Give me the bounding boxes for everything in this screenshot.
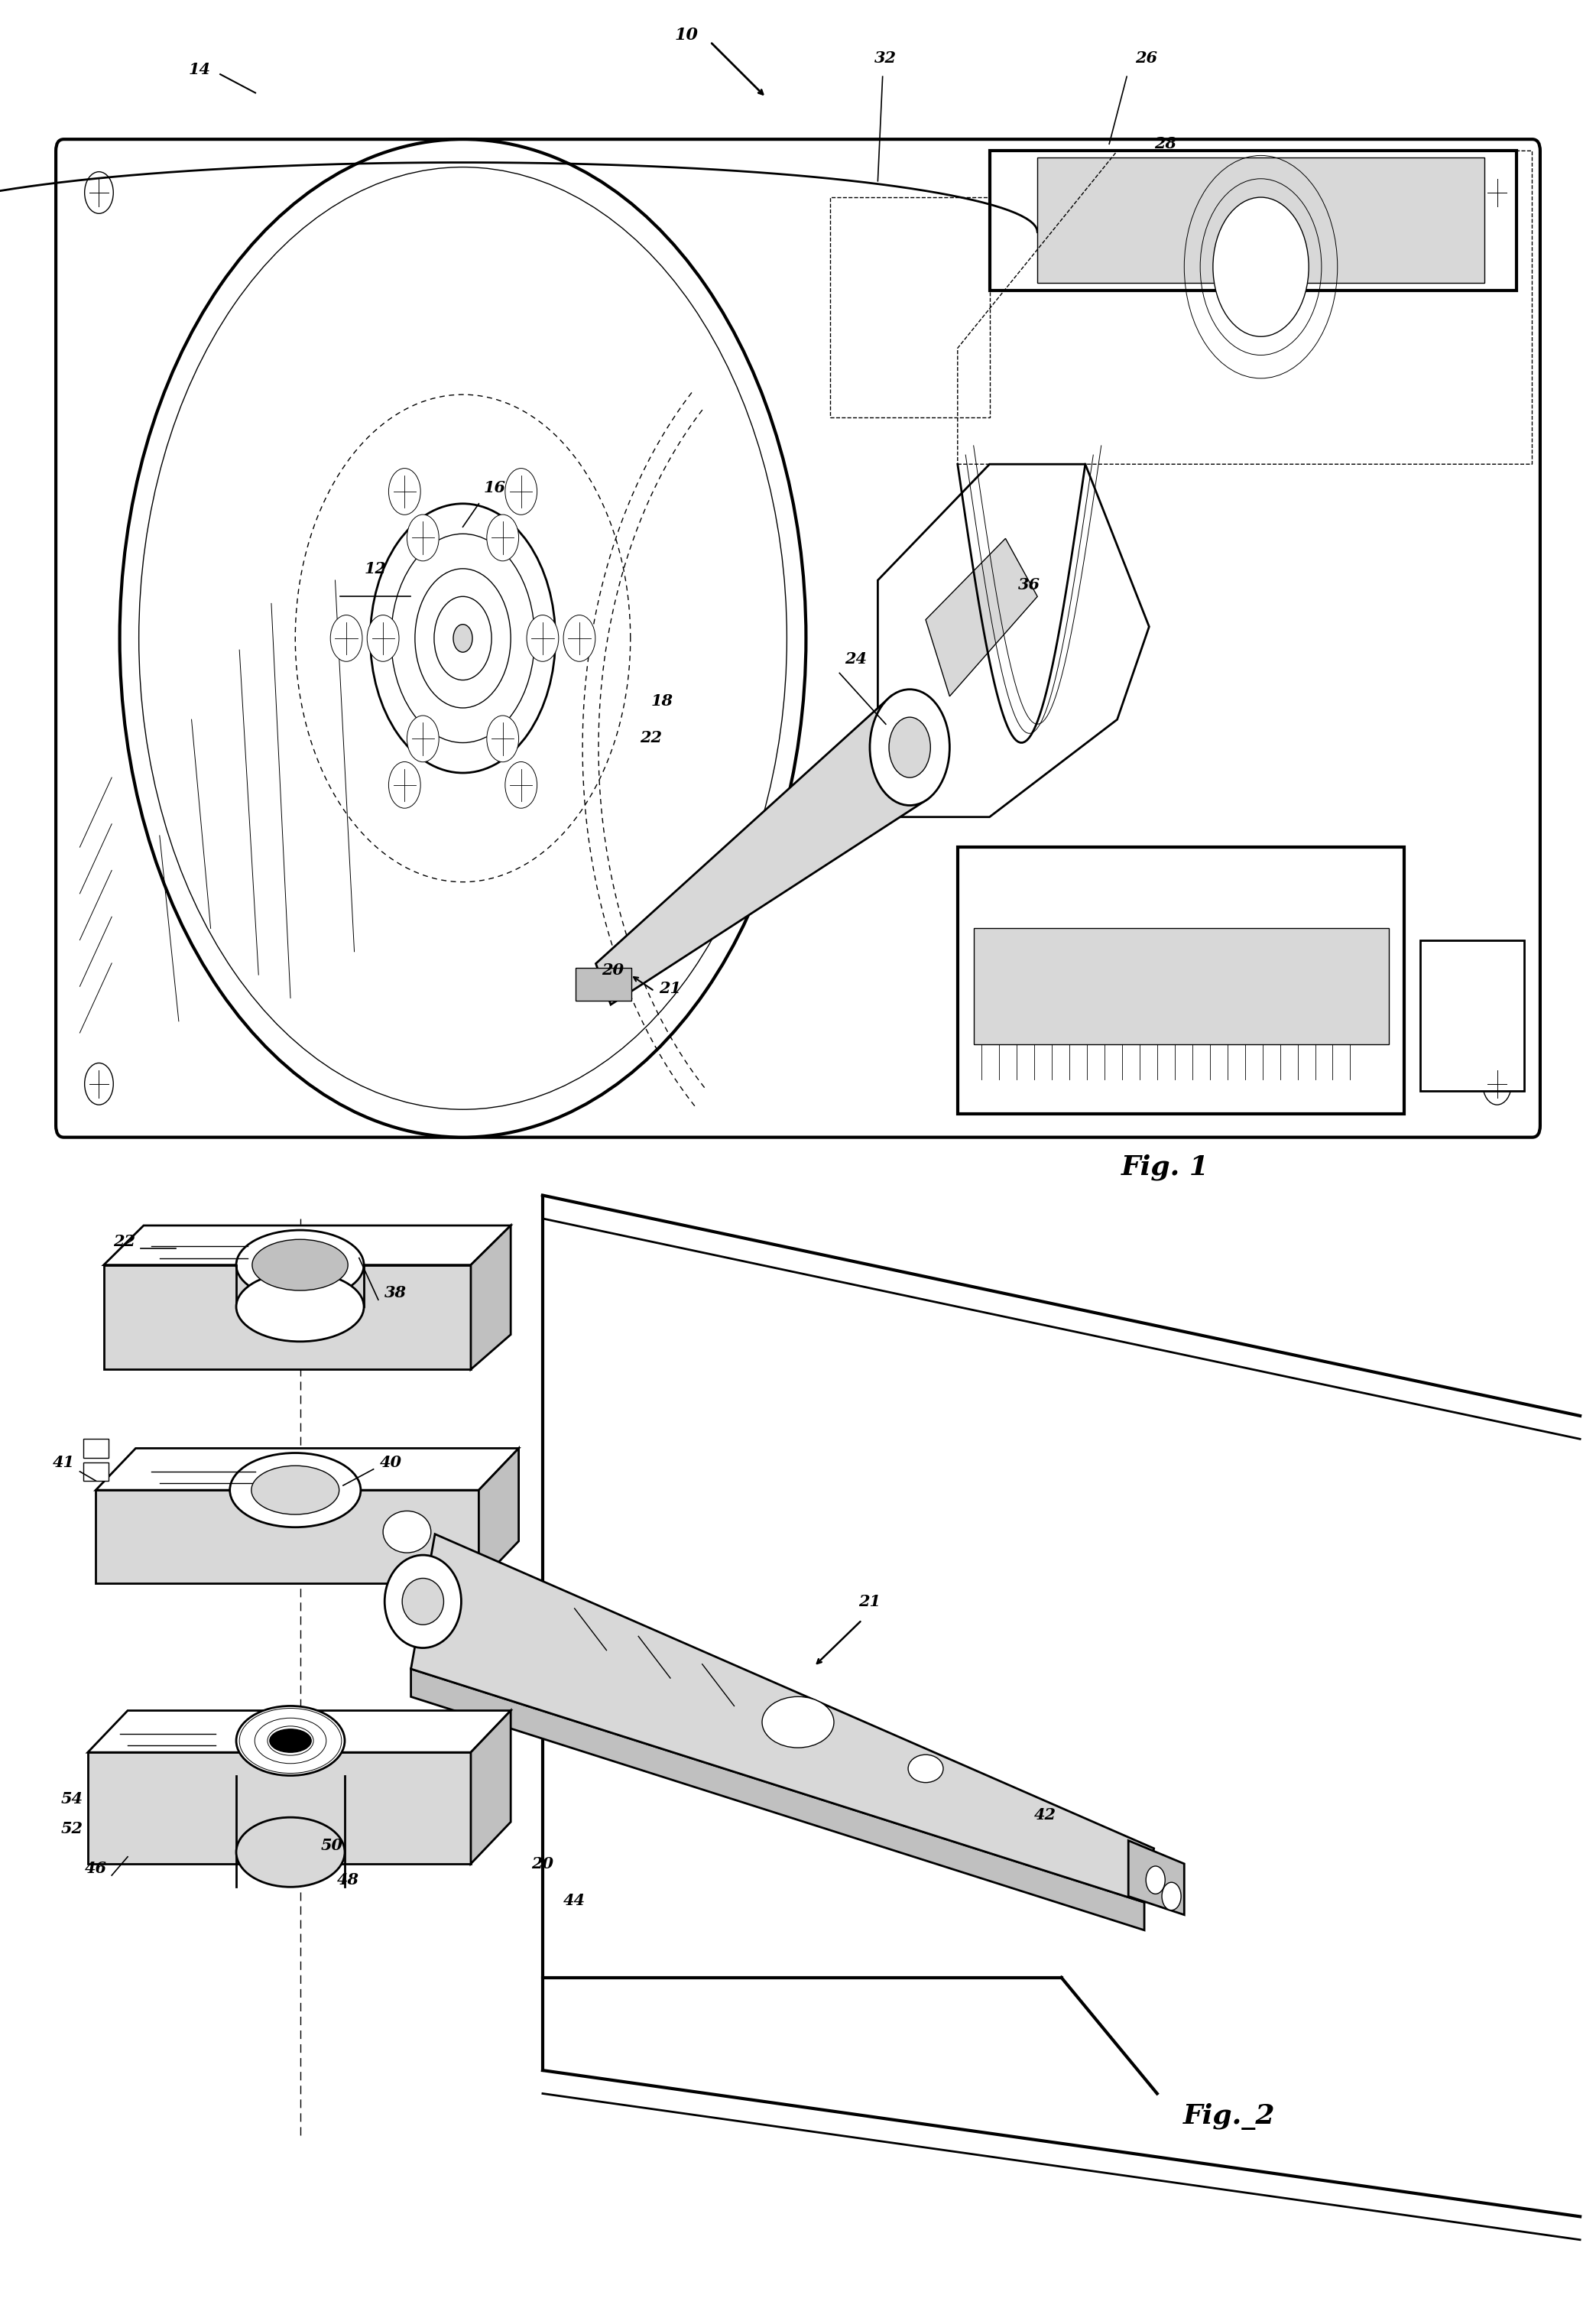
- Text: 46: 46: [85, 1861, 107, 1875]
- Circle shape: [1483, 1063, 1511, 1105]
- Polygon shape: [575, 968, 632, 1000]
- Text: 12: 12: [364, 562, 386, 576]
- Text: 10: 10: [675, 26, 697, 44]
- Text: 24: 24: [844, 652, 867, 666]
- Polygon shape: [595, 696, 929, 1005]
- Polygon shape: [926, 538, 1037, 696]
- Circle shape: [1483, 172, 1511, 214]
- Ellipse shape: [908, 1755, 943, 1783]
- Text: 52: 52: [61, 1822, 83, 1836]
- Ellipse shape: [270, 1729, 311, 1752]
- Circle shape: [370, 504, 555, 773]
- Circle shape: [1146, 1866, 1165, 1894]
- Text: 18: 18: [651, 694, 674, 708]
- Polygon shape: [88, 1752, 471, 1864]
- Text: 20: 20: [531, 1857, 554, 1871]
- Text: 41: 41: [53, 1455, 75, 1469]
- Circle shape: [527, 615, 559, 661]
- Circle shape: [889, 717, 930, 778]
- Ellipse shape: [236, 1817, 345, 1887]
- Text: 21: 21: [859, 1595, 881, 1608]
- Text: 40: 40: [380, 1455, 402, 1469]
- Text: 20: 20: [602, 963, 624, 977]
- Circle shape: [391, 534, 535, 743]
- Polygon shape: [1037, 158, 1484, 283]
- Bar: [83, 1462, 109, 1481]
- Text: 14: 14: [188, 63, 211, 77]
- Circle shape: [407, 715, 439, 761]
- Text: 32: 32: [875, 51, 897, 65]
- Circle shape: [434, 596, 492, 680]
- Polygon shape: [96, 1490, 479, 1583]
- Bar: [958, 847, 1404, 1114]
- Circle shape: [85, 172, 113, 214]
- Ellipse shape: [385, 1555, 461, 1648]
- Polygon shape: [471, 1711, 511, 1864]
- Circle shape: [1213, 197, 1309, 337]
- Polygon shape: [479, 1448, 519, 1583]
- Text: Fig. 1: Fig. 1: [1120, 1154, 1210, 1181]
- Ellipse shape: [230, 1453, 361, 1527]
- Polygon shape: [104, 1225, 511, 1265]
- Ellipse shape: [236, 1272, 364, 1342]
- Bar: [1420, 940, 1524, 1091]
- Bar: [974, 928, 1389, 1044]
- Circle shape: [388, 469, 420, 515]
- Polygon shape: [96, 1448, 519, 1490]
- Ellipse shape: [383, 1511, 431, 1553]
- Polygon shape: [990, 151, 1516, 290]
- Ellipse shape: [236, 1230, 364, 1300]
- Circle shape: [330, 615, 362, 661]
- Polygon shape: [104, 1265, 471, 1369]
- Text: 48: 48: [337, 1873, 359, 1887]
- Text: 22: 22: [640, 731, 662, 745]
- Ellipse shape: [252, 1239, 348, 1290]
- Circle shape: [563, 615, 595, 661]
- Polygon shape: [410, 1534, 1154, 1903]
- Circle shape: [407, 515, 439, 562]
- Polygon shape: [878, 464, 1149, 817]
- Ellipse shape: [236, 1706, 345, 1776]
- Circle shape: [504, 761, 536, 808]
- Bar: [830, 197, 990, 418]
- Circle shape: [415, 569, 511, 708]
- Circle shape: [870, 689, 950, 805]
- Circle shape: [367, 615, 399, 661]
- Ellipse shape: [251, 1467, 340, 1513]
- Polygon shape: [471, 1225, 511, 1369]
- Circle shape: [453, 624, 472, 652]
- Text: 26: 26: [1135, 51, 1157, 65]
- Text: 42: 42: [1034, 1808, 1057, 1822]
- Circle shape: [487, 715, 519, 761]
- Text: 38: 38: [385, 1286, 407, 1300]
- Text: 28: 28: [1154, 137, 1176, 151]
- Text: 16: 16: [484, 480, 506, 494]
- Circle shape: [388, 761, 420, 808]
- Polygon shape: [1128, 1841, 1184, 1915]
- Circle shape: [120, 139, 806, 1137]
- Ellipse shape: [402, 1578, 444, 1625]
- Text: 44: 44: [563, 1894, 586, 1908]
- Text: Fig._2: Fig._2: [1183, 2103, 1275, 2131]
- Polygon shape: [410, 1669, 1144, 1931]
- Circle shape: [487, 515, 519, 562]
- Text: 50: 50: [321, 1838, 343, 1852]
- Text: 36: 36: [1018, 578, 1041, 592]
- Text: 22: 22: [113, 1235, 136, 1249]
- Circle shape: [504, 469, 536, 515]
- FancyBboxPatch shape: [56, 139, 1540, 1137]
- Bar: [83, 1439, 109, 1458]
- Circle shape: [1162, 1882, 1181, 1910]
- Text: 54: 54: [61, 1792, 83, 1806]
- Polygon shape: [88, 1711, 511, 1752]
- Text: 21: 21: [659, 982, 681, 996]
- Circle shape: [85, 1063, 113, 1105]
- Ellipse shape: [763, 1697, 833, 1748]
